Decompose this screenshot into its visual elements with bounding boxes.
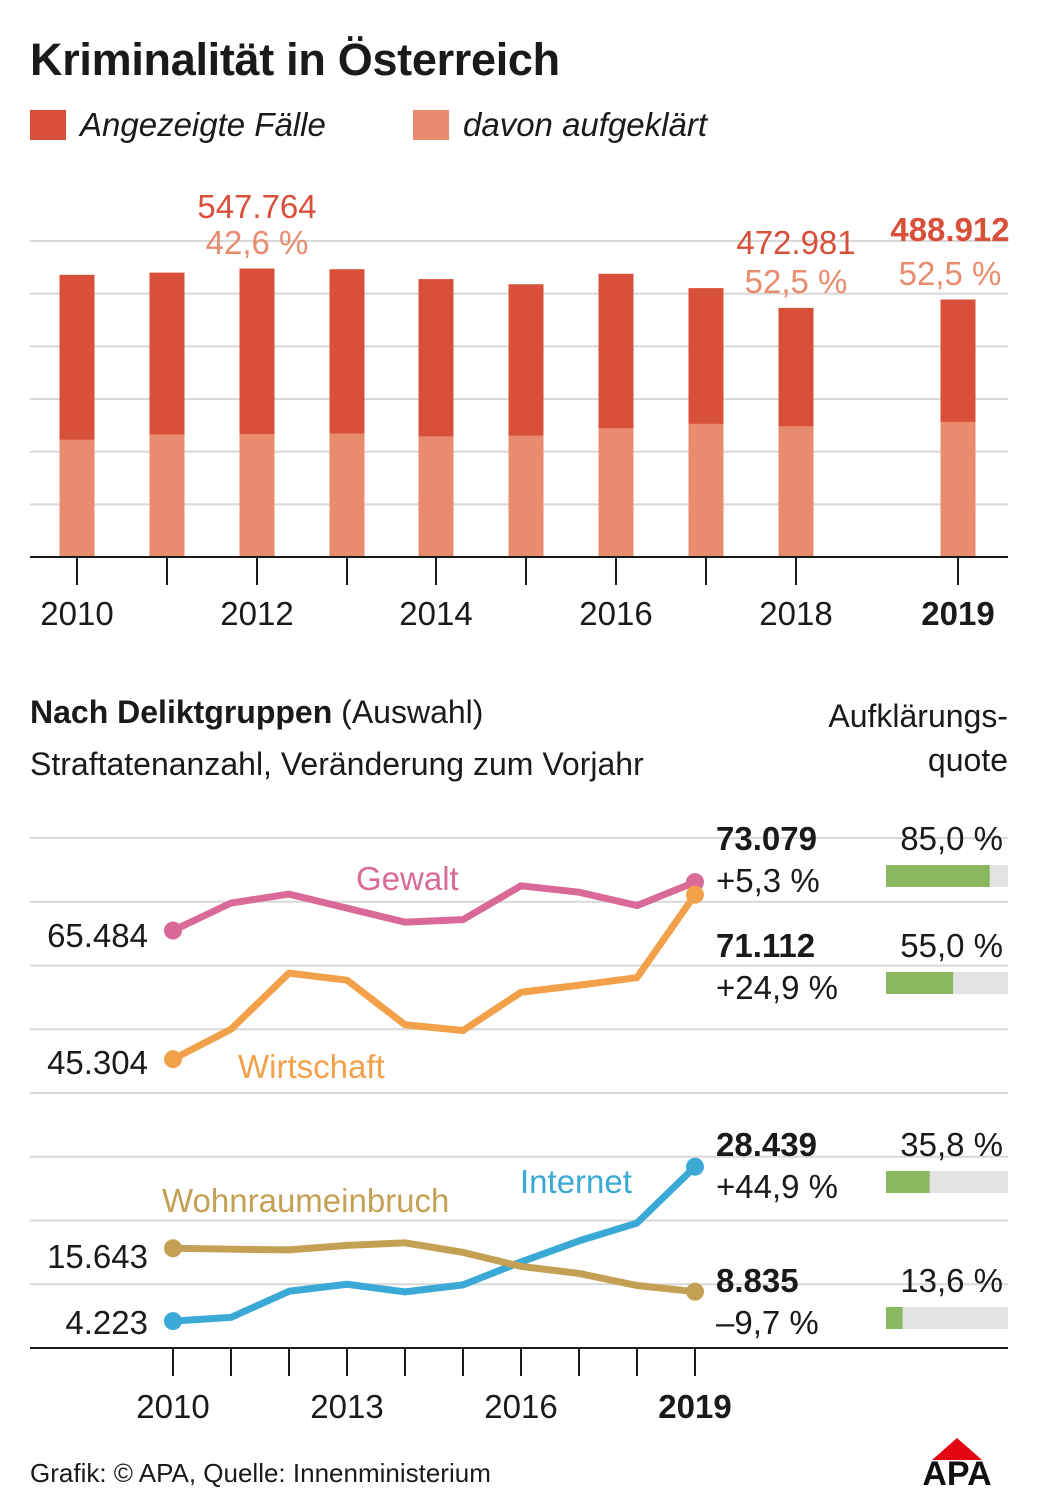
line-change-wohnraumeinbruch: –9,7 %: [716, 1304, 819, 1341]
bar-tick-label-2014: 2014: [399, 595, 472, 632]
bar-annotation-rate-2012: 42,6 %: [206, 224, 309, 261]
line-start-value-gewalt: 65.484: [47, 917, 148, 954]
quote-bar-internet: [886, 1171, 930, 1193]
quote-header-line2: quote: [927, 742, 1008, 778]
line-end-value-internet: 28.439: [716, 1126, 817, 1163]
line-point-end-wohnraumeinbruch: [686, 1282, 704, 1301]
quote-bar-wohnraumeinbruch: [886, 1307, 903, 1329]
section-title-bold: Nach Deliktgruppen: [30, 694, 333, 730]
line-point-end-gewalt: [686, 873, 704, 892]
line-series-wohnraumeinbruch: [169, 1239, 699, 1296]
line-start-value-internet: 4.223: [65, 1304, 148, 1341]
line-end-value-wirtschaft: 71.112: [716, 927, 815, 964]
page-title: Kriminalität in Österreich: [30, 34, 560, 85]
line-end-value-wohnraumeinbruch: 8.835: [716, 1262, 799, 1299]
legend-reported-swatch: [30, 110, 66, 140]
bar-tick-label-2018: 2018: [759, 595, 832, 632]
line-series-gewalt: [169, 878, 699, 935]
line-tick-label-2016: 2016: [484, 1388, 557, 1425]
line-change-internet: +44,9 %: [716, 1168, 838, 1205]
bar-solved-2014: [418, 436, 454, 557]
line-end-value-gewalt: 73.079: [716, 820, 817, 857]
footer-credit: Grafik: © APA, Quelle: Innenministerium: [30, 1458, 491, 1488]
bar-annotation-rate-2019: 52,5 %: [899, 255, 1002, 292]
bar-solved-2017: [688, 423, 724, 557]
line-start-value-wohnraumeinbruch: 15.643: [47, 1238, 148, 1275]
quote-label-internet: 35,8 %: [900, 1126, 1003, 1163]
line-series-wirtschaft: [169, 891, 699, 1063]
line-point-start-gewalt: [164, 921, 182, 940]
bar-tick-label-2016: 2016: [579, 595, 652, 632]
bar-solved-2015: [508, 435, 544, 557]
bar-solved-2019: [940, 421, 976, 557]
line-point-start-wohnraumeinbruch: [164, 1239, 182, 1258]
quote-label-gewalt: 85,0 %: [900, 820, 1003, 857]
line-tick-label-2019: 2019: [658, 1388, 731, 1425]
bar-solved-2011: [149, 434, 185, 557]
bar-solved-2018: [778, 426, 814, 557]
line-change-wirtschaft: +24,9 %: [716, 969, 838, 1006]
quote-bar-gewalt: [886, 865, 990, 887]
line-point-end-wirtschaft: [686, 885, 704, 904]
quote-header: Aufklärungs- quote: [828, 694, 1008, 782]
bar-solved-2012: [239, 434, 275, 557]
bar-tick-label-2010: 2010: [40, 595, 113, 632]
section-title: Nach Deliktgruppen (Auswahl): [30, 694, 483, 731]
bar-tick-label-2019: 2019: [921, 595, 994, 632]
line-change-gewalt: +5,3 %: [716, 862, 820, 899]
bar-annotation-value-2019: 488.912: [890, 211, 1009, 248]
bar-solved-2010: [59, 439, 95, 557]
quote-bar-wirtschaft: [886, 972, 954, 994]
section-title-rest: (Auswahl): [332, 694, 484, 730]
quote-track-wohnraumeinbruch: [886, 1307, 1008, 1329]
legend-reported-label: Angezeigte Fälle: [80, 106, 326, 143]
bar-annotation-value-2012: 547.764: [197, 188, 316, 225]
line-point-start-wirtschaft: [164, 1050, 182, 1069]
line-point-start-internet: [164, 1312, 182, 1331]
line-tick-label-2013: 2013: [310, 1388, 383, 1425]
legend-solved: davon aufgeklärt: [413, 106, 707, 144]
bar-solved-2013: [329, 433, 365, 557]
line-start-value-wirtschaft: 45.304: [47, 1044, 148, 1081]
quote-header-line1: Aufklärungs-: [828, 698, 1008, 734]
line-series-label-wirtschaft: Wirtschaft: [238, 1048, 385, 1085]
legend-solved-label: davon aufgeklärt: [463, 106, 708, 143]
line-series-label-internet: Internet: [520, 1163, 632, 1200]
line-series-internet: [169, 1163, 699, 1325]
line-series-label-gewalt: Gewalt: [356, 860, 459, 897]
legend-solved-swatch: [413, 110, 449, 140]
bar-annotation-rate-2018: 52,5 %: [745, 263, 848, 300]
bar-solved-2016: [598, 428, 634, 557]
bar-tick-label-2012: 2012: [220, 595, 293, 632]
apa-logo-text: APA: [922, 1455, 991, 1488]
apa-logo: APA: [922, 1438, 992, 1488]
line-tick-label-2010: 2010: [136, 1388, 209, 1425]
section-subtitle: Straftatenanzahl, Veränderung zum Vorjah…: [30, 746, 644, 782]
quote-label-wohnraumeinbruch: 13,6 %: [900, 1262, 1003, 1299]
line-series-label-wohnraumeinbruch: Wohnraumeinbruch: [162, 1182, 449, 1219]
line-point-end-internet: [686, 1157, 704, 1176]
quote-label-wirtschaft: 55,0 %: [900, 927, 1003, 964]
legend-reported: Angezeigte Fälle: [30, 106, 326, 144]
bar-annotation-value-2018: 472.981: [736, 224, 855, 261]
